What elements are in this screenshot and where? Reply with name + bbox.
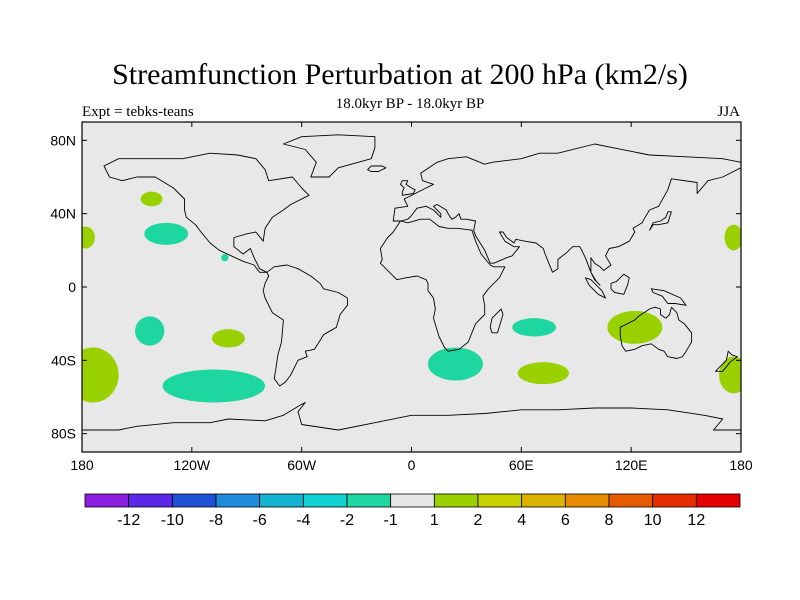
colorbar-label: 2 [474, 512, 483, 529]
lon-tick-label: 180 [70, 457, 94, 473]
anomaly-positive [140, 191, 163, 207]
colorbar-label: 4 [517, 512, 526, 529]
colorbar-swatch [521, 493, 566, 508]
lon-tick-label: 120E [615, 457, 648, 473]
colorbar-label: -8 [209, 512, 223, 529]
colorbar-swatch [477, 493, 523, 508]
coastline-south-america [262, 264, 348, 387]
colorbar-swatch [652, 493, 697, 508]
colorbar-label: -1 [384, 512, 398, 529]
lat-tick-label: 80S [51, 426, 76, 442]
colorbar-label: 6 [561, 512, 570, 529]
lat-tick-label: 40N [50, 206, 76, 222]
coastline-new-zealand [714, 350, 738, 372]
coastline-greenland [282, 134, 376, 178]
anomaly-negative [135, 316, 165, 346]
anomaly-negative [512, 318, 557, 337]
anomaly-positive [517, 362, 569, 385]
coastline-antarctica [82, 402, 741, 452]
lon-tick-label: 0 [408, 457, 416, 473]
lon-tick-label: 60E [509, 457, 534, 473]
colorbar-label: 10 [644, 512, 662, 529]
lat-tick-label: 40S [51, 352, 76, 368]
coastline-japan [649, 211, 672, 231]
colorbar-label: 1 [430, 512, 439, 529]
colorbar-label: -6 [253, 512, 267, 529]
colorbar-swatch [171, 493, 217, 508]
colorbar-swatch [608, 493, 654, 508]
coastline-africa [379, 218, 506, 352]
colorbar-swatch [128, 493, 173, 508]
colorbar-label: 8 [605, 512, 614, 529]
colorbar-label: -10 [161, 512, 184, 529]
coastline-australia [619, 306, 693, 359]
ocean-background [82, 122, 741, 452]
plot-subtitle: 18.0kyr BP - 18.0kyr BP [335, 96, 485, 112]
coastline-north-america [103, 152, 310, 273]
lat-tick-label: 0 [68, 279, 76, 295]
colorbar-swatch [259, 493, 304, 508]
anomaly-negative [144, 222, 189, 245]
anomaly-positive [211, 329, 245, 348]
coastline-iceland [367, 165, 387, 172]
anomaly-negative [427, 347, 483, 381]
colorbar-label: 12 [687, 512, 705, 529]
anomaly-positive [82, 347, 119, 403]
colorbar-swatch [564, 493, 610, 508]
plot-title: Streamfunction Perturbation at 200 hPa (… [112, 58, 688, 91]
colorbar-swatch [215, 493, 261, 508]
colorbar-label: -2 [340, 512, 354, 529]
lon-tick-label: 120W [174, 457, 211, 473]
colorbar-swatch [433, 493, 479, 508]
colorbar-swatch [84, 493, 130, 508]
colorbar-swatch [390, 493, 435, 508]
coastline-madagascar [489, 308, 504, 334]
colorbar-label: -12 [117, 512, 140, 529]
colorbar-swatch [695, 493, 741, 508]
colorbar: -12 -10 -8 -6 -4 -2 -1 1 2 4 6 8 10 12 [84, 493, 741, 529]
coastline-sumatra [584, 277, 606, 299]
anomaly-positive [719, 356, 741, 394]
coastline-new-guinea [650, 288, 687, 306]
anomaly-negative [221, 253, 229, 262]
coastline-great-britain [400, 180, 416, 196]
season-label: JJA [717, 104, 740, 120]
anomaly-positive [82, 226, 95, 249]
map-plot-area: 80N 40N 0 40S 80S 180 120W 60W 0 60E 120E 180 [50, 121, 753, 473]
colorbar-label: -4 [296, 512, 310, 529]
coastline-layer [82, 134, 741, 452]
lat-tick-label: 80N [50, 132, 76, 148]
lon-tick-label: 180 [729, 457, 753, 473]
anomaly-layer [82, 191, 741, 403]
lon-tick-label: 60W [287, 457, 317, 473]
anomaly-positive [607, 310, 663, 344]
colorbar-swatch [302, 493, 348, 508]
coastline-borneo [610, 273, 630, 295]
axis-ticks: 80N 40N 0 40S 80S 180 120W 60W 0 60E 120E 180 [50, 122, 753, 473]
anomaly-negative [162, 369, 266, 403]
colorbar-swatch [346, 493, 392, 508]
experiment-label: Expt = tebks-teans [82, 104, 194, 120]
anomaly-positive [724, 224, 741, 251]
coastline-eurasia [392, 143, 741, 286]
